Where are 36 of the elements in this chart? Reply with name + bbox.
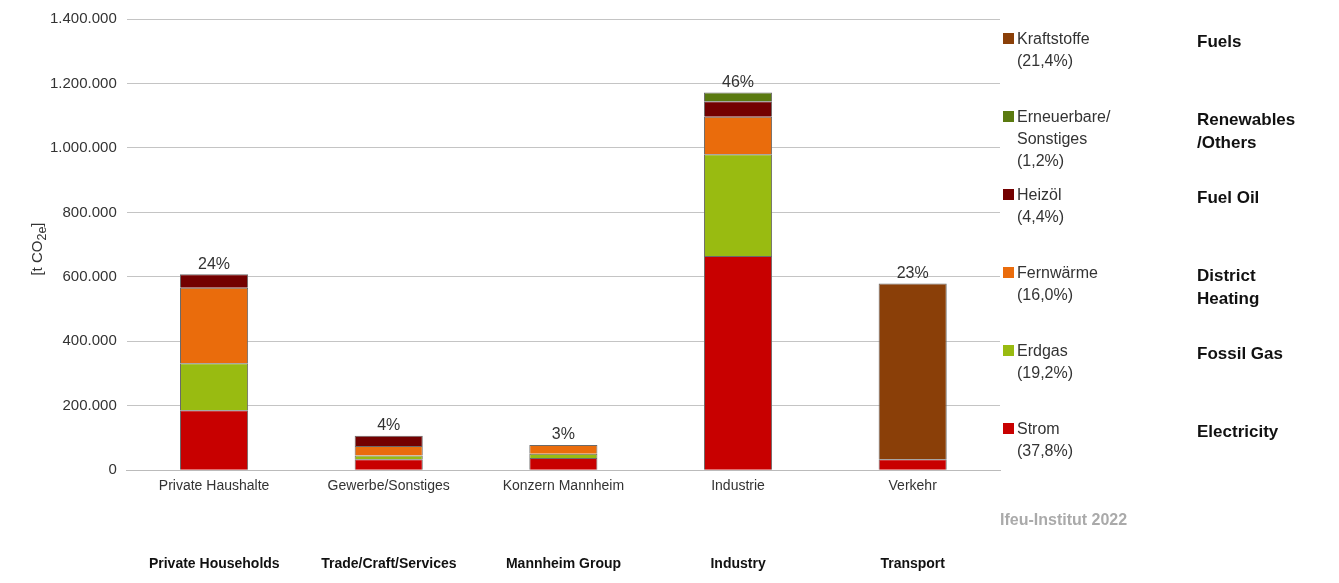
y-tick-label: 600.000: [62, 266, 117, 284]
y-tick-label: 1.000.000: [50, 138, 117, 156]
text: Trade/Craft/Services: [321, 555, 457, 571]
legend-label: Kraftstoffe (21,4%): [1017, 29, 1090, 71]
annotation: 4%: [377, 416, 401, 434]
legend-label: Heizöl (4,4%): [1017, 185, 1065, 227]
legend-label: Erneuerbare/ Sonstiges (1,2%): [1017, 107, 1111, 171]
x-tick-label: Private Haushalte: [158, 477, 270, 494]
text: Mannheim Group: [505, 555, 622, 571]
text: District Heating: [1197, 265, 1261, 310]
text: Industry: [710, 555, 766, 571]
text: Electricity: [1197, 421, 1279, 443]
text: Private Households: [148, 555, 280, 571]
y-tick-label: 0: [108, 460, 117, 478]
text: Fuels: [1197, 31, 1242, 53]
text: Transport: [880, 555, 945, 571]
y-tick-label: 1.400.000: [50, 9, 117, 27]
y-tick-label: 400.000: [62, 331, 117, 349]
legend-label: Erdgas (19,2%): [1017, 341, 1074, 383]
text: Fuel Oil: [1197, 187, 1260, 209]
annotation: 46%: [722, 72, 755, 90]
y-tick-label: 800.000: [62, 202, 117, 220]
legend-label: Strom (37,8%): [1017, 419, 1074, 461]
annotation: 24%: [198, 254, 231, 272]
annotation: 23%: [896, 264, 929, 281]
x-tick-label: Gewerbe/Sonstiges: [327, 477, 450, 494]
text: Ifeu-Institut 2022: [1000, 511, 1128, 529]
y-tick-label: 1.200.000: [50, 73, 117, 91]
y-tick-label: 200.000: [62, 395, 117, 413]
annotation: 3%: [551, 425, 575, 443]
legend-label: Fernwärme (16,0%): [1017, 263, 1098, 305]
text: Renewables /Others: [1197, 109, 1297, 154]
x-tick-label: Industrie: [711, 477, 766, 494]
x-tick-label: Konzern Mannheim: [502, 477, 625, 494]
x-tick-label: Verkehr: [888, 477, 938, 494]
text: Fossil Gas: [1197, 343, 1283, 365]
